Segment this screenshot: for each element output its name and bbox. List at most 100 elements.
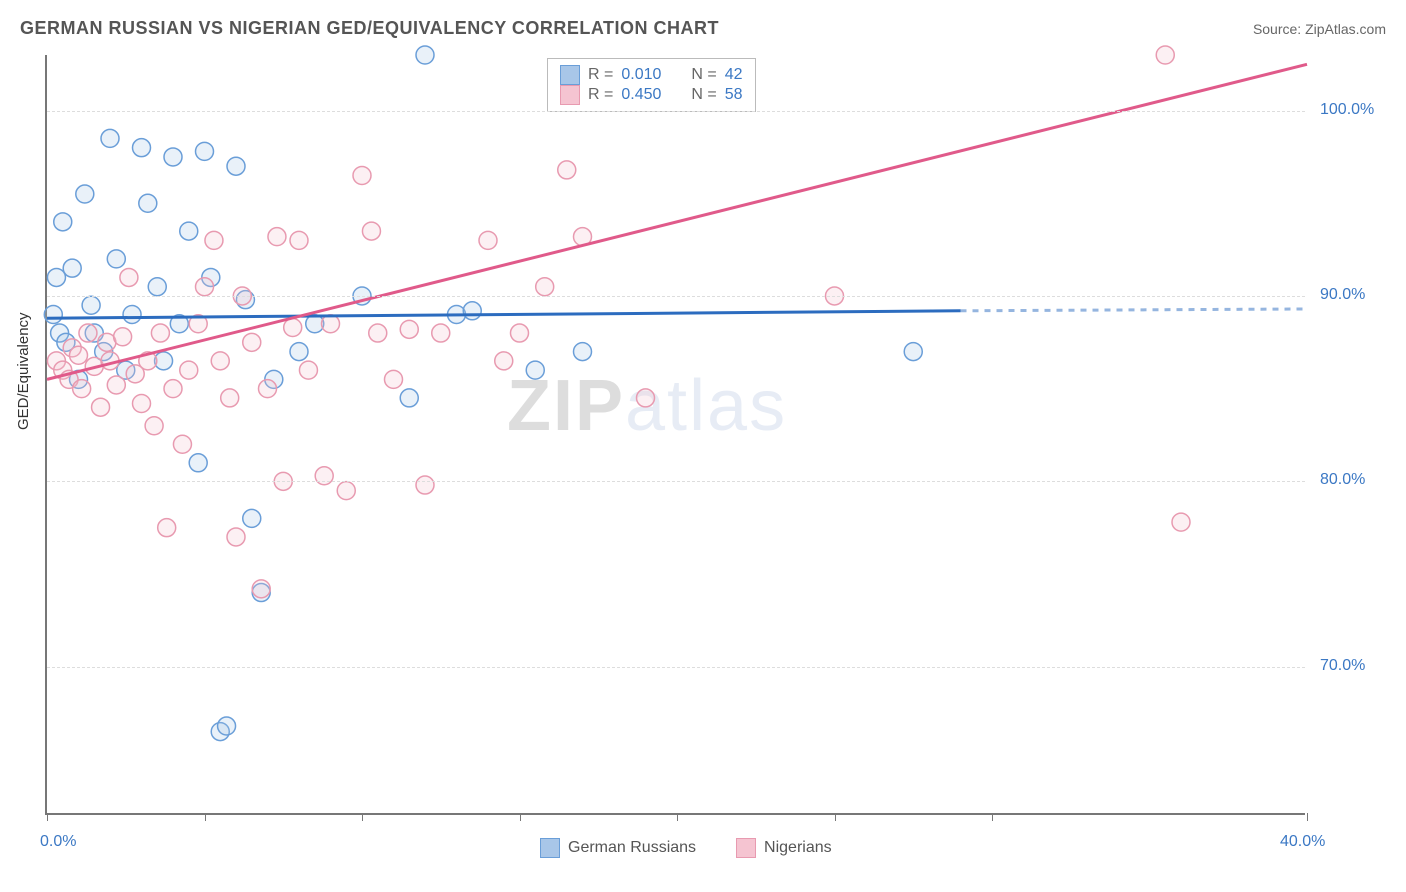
x-tick (520, 813, 521, 821)
series-legend-item: Nigerians (736, 838, 832, 858)
correlation-legend: R = 0.010 N = 42 R = 0.450 N = 58 (547, 58, 756, 112)
data-point (133, 394, 151, 412)
data-point (322, 315, 340, 333)
data-point (145, 417, 163, 435)
y-tick-label: 80.0% (1320, 471, 1365, 489)
r-value: 0.010 (621, 66, 661, 84)
x-tick (677, 813, 678, 821)
r-label: R = (588, 66, 613, 84)
x-tick-label: 0.0% (40, 833, 76, 851)
data-point (400, 320, 418, 338)
series-legend-item: German Russians (540, 838, 696, 858)
data-point (47, 268, 65, 286)
data-point (337, 482, 355, 500)
data-point (259, 380, 277, 398)
legend-swatch (736, 838, 756, 858)
legend-swatch (560, 85, 580, 105)
data-point (180, 222, 198, 240)
data-point (164, 380, 182, 398)
data-point (432, 324, 450, 342)
data-point (243, 333, 261, 351)
data-point (400, 389, 418, 407)
series-label: German Russians (568, 839, 696, 857)
data-point (221, 389, 239, 407)
y-axis-label: GED/Equivalency (15, 312, 32, 430)
data-point (158, 519, 176, 537)
x-tick (1307, 813, 1308, 821)
data-point (54, 213, 72, 231)
data-point (107, 376, 125, 394)
data-point (362, 222, 380, 240)
y-tick-label: 70.0% (1320, 657, 1365, 675)
series-label: Nigerians (764, 839, 832, 857)
data-point (463, 302, 481, 320)
legend-swatch (560, 65, 580, 85)
data-point (284, 318, 302, 336)
gridline (47, 667, 1305, 668)
data-point (1156, 46, 1174, 64)
data-point (218, 717, 236, 735)
data-point (70, 346, 88, 364)
chart-source: Source: ZipAtlas.com (1253, 21, 1386, 37)
y-tick-label: 90.0% (1320, 286, 1365, 304)
trend-line-dashed (961, 309, 1308, 311)
data-point (173, 435, 191, 453)
data-point (101, 129, 119, 147)
legend-swatch (540, 838, 560, 858)
data-point (243, 509, 261, 527)
x-tick (835, 813, 836, 821)
chart-header: GERMAN RUSSIAN VS NIGERIAN GED/EQUIVALEN… (20, 18, 1386, 39)
data-point (369, 324, 387, 342)
data-point (92, 398, 110, 416)
trend-line (47, 311, 961, 318)
chart-svg (47, 55, 1305, 813)
data-point (227, 157, 245, 175)
data-point (495, 352, 513, 370)
chart-title: GERMAN RUSSIAN VS NIGERIAN GED/EQUIVALEN… (20, 18, 719, 39)
data-point (63, 259, 81, 277)
data-point (82, 296, 100, 314)
data-point (107, 250, 125, 268)
n-label: N = (691, 66, 716, 84)
data-point (76, 185, 94, 203)
data-point (227, 528, 245, 546)
data-point (268, 228, 286, 246)
data-point (120, 268, 138, 286)
x-tick (47, 813, 48, 821)
r-value: 0.450 (621, 86, 661, 104)
data-point (205, 231, 223, 249)
series-legend: German Russians Nigerians (540, 838, 832, 858)
data-point (526, 361, 544, 379)
n-value: 58 (725, 86, 743, 104)
n-label: N = (691, 86, 716, 104)
data-point (511, 324, 529, 342)
data-point (164, 148, 182, 166)
data-point (290, 231, 308, 249)
data-point (385, 370, 403, 388)
r-label: R = (588, 86, 613, 104)
data-point (299, 361, 317, 379)
data-point (252, 580, 270, 598)
plot-area: ZIPatlas R =0.010N =42R =0.450N =58 (45, 55, 1305, 815)
data-point (536, 278, 554, 296)
data-point (114, 328, 132, 346)
data-point (148, 278, 166, 296)
data-point (1172, 513, 1190, 531)
gridline (47, 481, 1305, 482)
x-tick-label: 40.0% (1280, 833, 1325, 851)
data-point (196, 142, 214, 160)
gridline (47, 111, 1305, 112)
data-point (73, 380, 91, 398)
n-value: 42 (725, 66, 743, 84)
data-point (189, 454, 207, 472)
data-point (416, 46, 434, 64)
data-point (574, 343, 592, 361)
data-point (123, 306, 141, 324)
data-point (79, 324, 97, 342)
data-point (904, 343, 922, 361)
data-point (353, 166, 371, 184)
data-point (133, 139, 151, 157)
x-tick (362, 813, 363, 821)
data-point (211, 352, 229, 370)
data-point (139, 194, 157, 212)
